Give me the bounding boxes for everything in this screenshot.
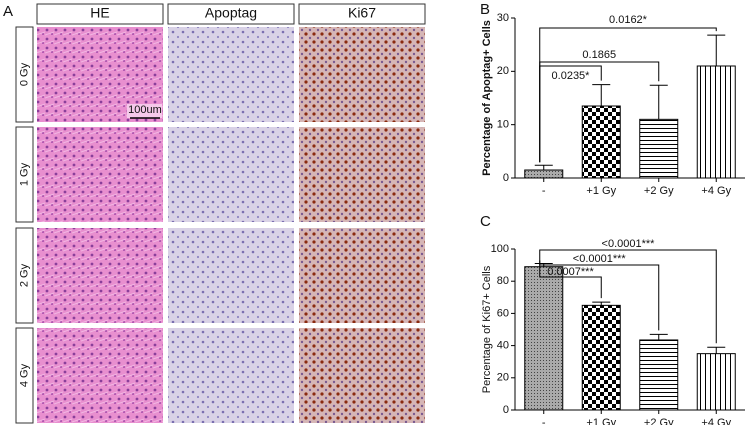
micrograph xyxy=(299,228,425,323)
significance-bracket xyxy=(539,260,660,331)
row-label-box xyxy=(15,327,34,424)
micrograph xyxy=(37,328,163,423)
micrograph xyxy=(168,328,294,423)
bar xyxy=(696,353,736,411)
x-tick-label: +1 Gy xyxy=(586,185,616,197)
micrograph xyxy=(299,328,425,423)
micrograph xyxy=(299,27,425,122)
row-label-box xyxy=(15,227,34,324)
y-tick-label: 80 xyxy=(497,275,509,287)
panel-label: C xyxy=(480,213,491,230)
error-bar xyxy=(649,333,668,340)
x-tick-label: +4 Gy xyxy=(701,417,731,425)
y-tick-label: 60 xyxy=(497,307,509,319)
scale-bar-bg xyxy=(127,104,162,118)
bar xyxy=(696,65,736,179)
y-axis-label: Percentage of Apoptag+ Cells xyxy=(481,20,493,176)
micrograph xyxy=(168,228,294,323)
y-tick-label: 0 xyxy=(503,404,509,416)
row-label-box xyxy=(15,126,34,223)
y-tick-label: 30 xyxy=(497,12,509,24)
x-tick-label: - xyxy=(542,185,546,197)
x-tick-label: - xyxy=(542,417,546,425)
y-tick-label: 100 xyxy=(491,243,509,255)
y-tick-label: 20 xyxy=(497,65,509,77)
bar xyxy=(581,304,621,411)
micrograph xyxy=(37,228,163,323)
p-value: <0.0001*** xyxy=(602,238,656,250)
p-value: 0.0007*** xyxy=(547,266,594,278)
row-label-box xyxy=(15,26,34,123)
error-bar xyxy=(649,84,668,120)
column-header: Ki67 xyxy=(348,5,376,21)
column-header-box xyxy=(36,3,164,25)
row-label: 0 Gy xyxy=(18,62,30,86)
p-value: <0.0001*** xyxy=(573,253,627,265)
y-tick-label: 0 xyxy=(503,172,509,184)
significance-bracket xyxy=(539,27,717,163)
significance-bracket xyxy=(539,249,717,344)
panel-label: A xyxy=(3,3,13,20)
error-bar xyxy=(592,301,611,306)
bar xyxy=(639,118,679,179)
error-bar xyxy=(707,34,726,66)
p-value: 0.1865 xyxy=(582,49,616,61)
column-header: HE xyxy=(90,5,109,21)
y-tick-label: 40 xyxy=(497,340,509,352)
bar xyxy=(524,169,564,179)
significance-bracket xyxy=(539,260,602,299)
x-tick-label: +2 Gy xyxy=(644,417,674,425)
column-header: Apoptag xyxy=(205,5,257,21)
column-header-box xyxy=(298,3,426,25)
row-label: 4 Gy xyxy=(18,363,30,387)
bar xyxy=(524,266,564,411)
y-tick-label: 20 xyxy=(497,372,509,384)
y-axis-label: Percentage of Ki67+ Cells xyxy=(481,265,493,393)
bar xyxy=(581,105,621,179)
x-tick-label: +2 Gy xyxy=(644,185,674,197)
column-header-box xyxy=(167,3,295,25)
micrograph xyxy=(168,27,294,122)
row-label: 2 Gy xyxy=(18,263,30,287)
micrograph xyxy=(168,127,294,222)
micrograph xyxy=(37,127,163,222)
panel-label: B xyxy=(480,1,490,18)
scale-bar-label: 100um xyxy=(128,104,162,116)
y-tick-label: 10 xyxy=(497,119,509,131)
micrograph xyxy=(299,127,425,222)
p-value: 0.0162* xyxy=(609,14,648,26)
error-bar xyxy=(707,346,726,354)
row-label: 1 Gy xyxy=(18,162,30,186)
bar xyxy=(639,339,679,411)
p-value: 0.0235* xyxy=(552,70,591,82)
error-bar xyxy=(534,164,553,170)
x-tick-label: +4 Gy xyxy=(701,185,731,197)
error-bar xyxy=(592,84,611,106)
x-tick-label: +1 Gy xyxy=(586,417,616,425)
